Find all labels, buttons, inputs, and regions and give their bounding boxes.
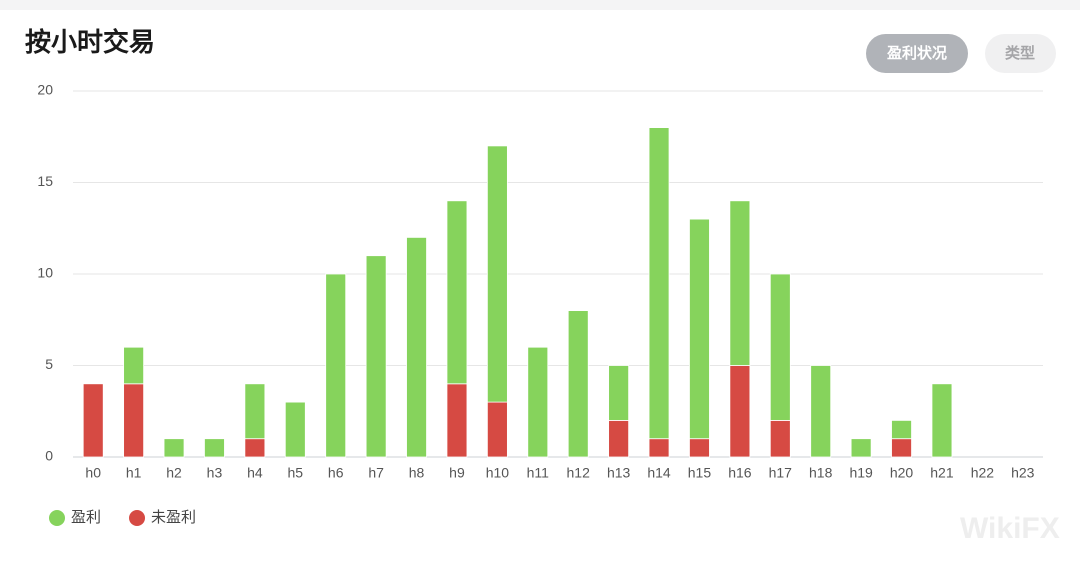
tab-active[interactable] [866,34,968,73]
watermark: WikiFX [960,512,1060,545]
x-tick-label: h0 [85,465,101,481]
chart-title: 按小时交易 [25,27,155,57]
x-tick-label: h21 [930,465,954,481]
bar-segment [931,383,953,458]
bar-segment [729,200,751,366]
x-tick-label: h19 [849,465,873,481]
y-tick-label: 5 [45,356,53,372]
bar-segment [648,127,670,440]
legend-marker [49,510,65,526]
x-tick-label: h9 [449,465,465,481]
bar-segment [769,273,791,421]
bar-segment [891,438,912,458]
x-tick-label: h7 [368,465,384,481]
legend-label: 盈利 [71,509,101,526]
tab[interactable] [985,34,1056,73]
top-band [0,0,1080,10]
x-tick-label: h16 [728,465,752,481]
x-tick-label: h1 [126,465,142,481]
x-tick-label: h11 [527,465,550,481]
bar-segment [244,383,266,440]
x-tick-label: h18 [809,465,833,481]
x-tick-label: h12 [567,465,591,481]
bar-segment [365,255,387,458]
legend-label: 未盈利 [151,509,196,526]
x-tick-label: h8 [409,465,425,481]
x-tick-label: h2 [166,465,182,481]
bar-segment [486,145,508,403]
x-tick-label: h23 [1011,465,1035,481]
x-tick-label: h6 [328,465,344,481]
x-tick-label: h13 [607,465,631,481]
bar-segment [608,419,630,458]
x-tick-label: h4 [247,465,263,481]
bar-segment [850,438,872,458]
x-tick-label: h17 [769,465,793,481]
bar-segment [123,346,145,385]
bar-segment [567,310,589,458]
bar-segment [689,218,710,440]
tab-label[interactable]: 盈利状况 [886,44,947,62]
y-tick-label: 0 [45,448,53,464]
x-tick-label: h5 [288,465,304,481]
bar-segment [325,273,347,458]
x-tick-label: h22 [971,465,995,481]
x-tick-label: h10 [486,465,510,481]
bar-segment [769,419,791,458]
bar-segment [406,236,427,458]
bar-segment [244,438,266,458]
legend-marker [129,510,146,526]
bar-segment [123,383,145,458]
bar-segment [163,438,185,458]
y-tick-label: 10 [37,265,53,281]
bar-segment [82,383,104,458]
bar-segment [689,438,710,458]
x-tick-label: h20 [890,465,914,481]
bar-segment [527,346,549,458]
bar-segment [729,365,751,458]
bar-segment [446,383,468,458]
bar-segment [648,438,670,458]
x-tick-label: h14 [647,465,671,481]
y-tick-label: 20 [37,82,53,98]
bar-segment [284,401,306,458]
bar-segment [446,200,468,385]
y-tick-label: 15 [37,173,53,189]
bar-segment [810,365,832,458]
x-tick-label: h15 [688,465,712,481]
tab-label[interactable]: 类型 [1005,44,1035,62]
bar-segment [486,401,508,458]
x-tick-label: h3 [207,465,223,481]
bar-segment [891,419,912,440]
bar-segment [608,365,630,421]
bar-segment [204,438,225,458]
